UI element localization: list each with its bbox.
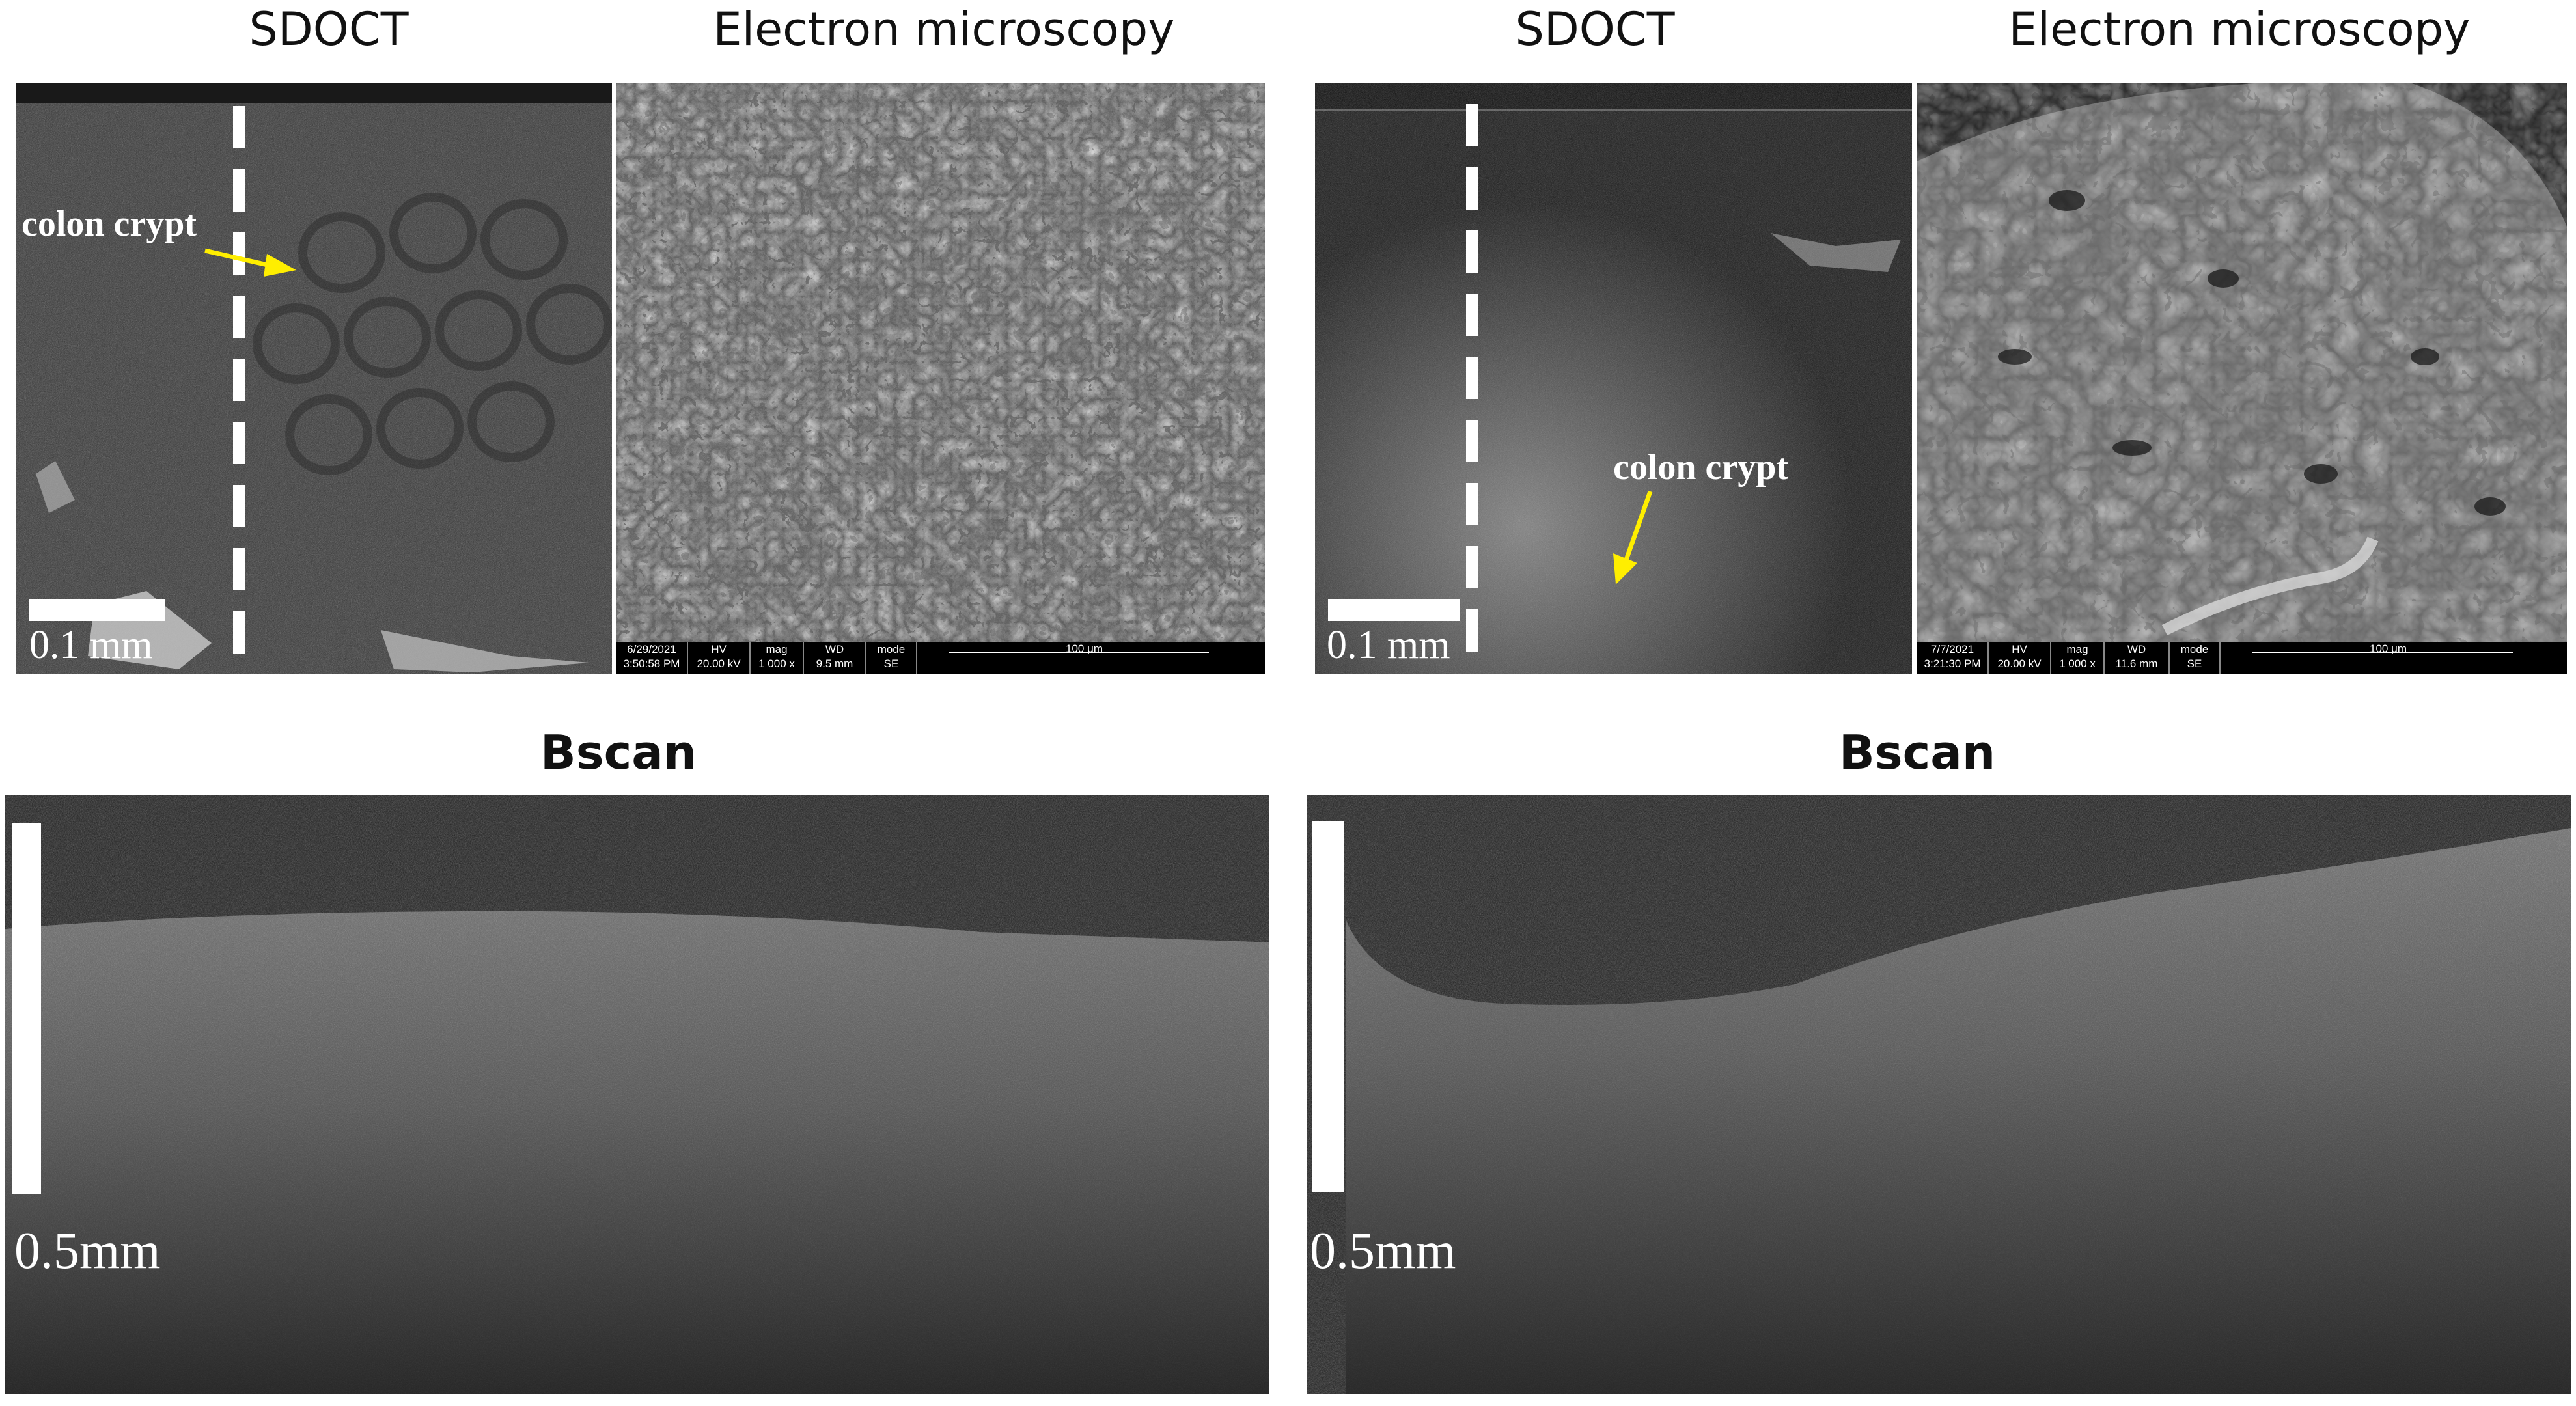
sem-hv-label: HV — [711, 643, 727, 655]
scan-line-marker — [1466, 104, 1478, 146]
sem-wd-value: 9.5 mm — [816, 657, 853, 670]
sem-hv-value: 20.00 kV — [1997, 657, 2042, 670]
sem-mode-value: SE — [2187, 657, 2202, 670]
scale-bar — [29, 599, 165, 621]
yellow-arrow-icon — [1613, 490, 1653, 585]
scale-label: 0.1 mm — [29, 623, 153, 667]
scan-line-marker — [1466, 420, 1478, 462]
sem-databar-left: 6/29/2021 3:50:58 PM HV 20.00 kV mag 1 000 … — [616, 642, 1265, 674]
scan-line-marker — [233, 359, 245, 401]
sem-wd-label: WD — [2127, 643, 2146, 655]
sem-date: 7/7/2021 — [1930, 643, 1974, 655]
em-title-right: Electron microscopy — [2008, 3, 2471, 56]
sem-mag-label: mag — [2066, 643, 2088, 655]
sdoct-enface-image-left — [16, 83, 612, 674]
sem-databar-right: 7/7/2021 3:21:30 PM HV 20.00 kV mag 1 000 x… — [1917, 642, 2567, 674]
sem-time: 3:50:58 PM — [623, 657, 680, 670]
scan-line-marker — [1466, 609, 1478, 652]
colon-crypt-label-left: colon crypt — [21, 204, 197, 244]
scan-line-marker — [233, 106, 245, 148]
sem-time: 3:21:30 PM — [1924, 657, 1981, 670]
scan-line-marker — [233, 611, 245, 654]
scan-line-marker — [233, 485, 245, 527]
sem-mode-label: mode — [877, 643, 906, 655]
sem-image-right — [1917, 83, 2567, 642]
sem-mode-value: SE — [883, 657, 899, 670]
sem-scale-bar — [2252, 652, 2513, 653]
sem-mag-value: 1 000 x — [2059, 657, 2096, 670]
sem-wd-value: 11.6 mm — [2115, 657, 2158, 670]
sem-scale-label: 100 μm — [2370, 642, 2407, 655]
colon-crypt-label-right: colon crypt — [1613, 447, 1789, 488]
scan-line-marker — [233, 296, 245, 338]
sdoct-title-right: SDOCT — [1515, 3, 1675, 56]
bscan-image-right — [1307, 795, 2571, 1394]
sem-mag-label: mag — [766, 643, 788, 655]
sem-hv-label: HV — [2012, 643, 2027, 655]
sem-wd-label: WD — [825, 643, 844, 655]
sem-scale-label: 100 μm — [1066, 642, 1103, 655]
bscan-image-left — [5, 795, 1269, 1394]
bscan-title-right: Bscan — [1838, 725, 1996, 780]
scan-line-marker — [1466, 167, 1478, 210]
scan-line-marker — [1466, 294, 1478, 336]
sem-scale-bar — [949, 652, 1209, 653]
sdoct-enface-image-right — [1315, 83, 1912, 674]
scan-line-marker — [233, 422, 245, 464]
sem-mode-label: mode — [2180, 643, 2209, 655]
scan-line-marker — [1466, 357, 1478, 399]
sem-image-left — [616, 83, 1265, 642]
scale-label: 0.1 mm — [1327, 623, 1450, 667]
scale-bar — [1328, 599, 1460, 621]
sem-hv-value: 20.00 kV — [697, 657, 741, 670]
scan-line-marker — [1466, 483, 1478, 525]
sem-mag-value: 1 000 x — [758, 657, 795, 670]
scale-label: 0.5mm — [14, 1222, 161, 1280]
em-title-left: Electron microscopy — [713, 3, 1175, 56]
scan-line-marker — [233, 169, 245, 212]
scan-line-marker — [233, 548, 245, 590]
yellow-arrow-icon — [204, 248, 296, 277]
scale-bar — [1312, 821, 1344, 1192]
scan-line-marker — [233, 232, 245, 275]
scan-line-marker — [1466, 546, 1478, 588]
bscan-title-left: Bscan — [540, 725, 697, 780]
sdoct-title-left: SDOCT — [249, 3, 409, 56]
scan-line-marker — [1466, 230, 1478, 273]
scale-bar — [12, 823, 41, 1194]
sem-date: 6/29/2021 — [627, 643, 676, 655]
scale-label: 0.5mm — [1310, 1222, 1456, 1280]
